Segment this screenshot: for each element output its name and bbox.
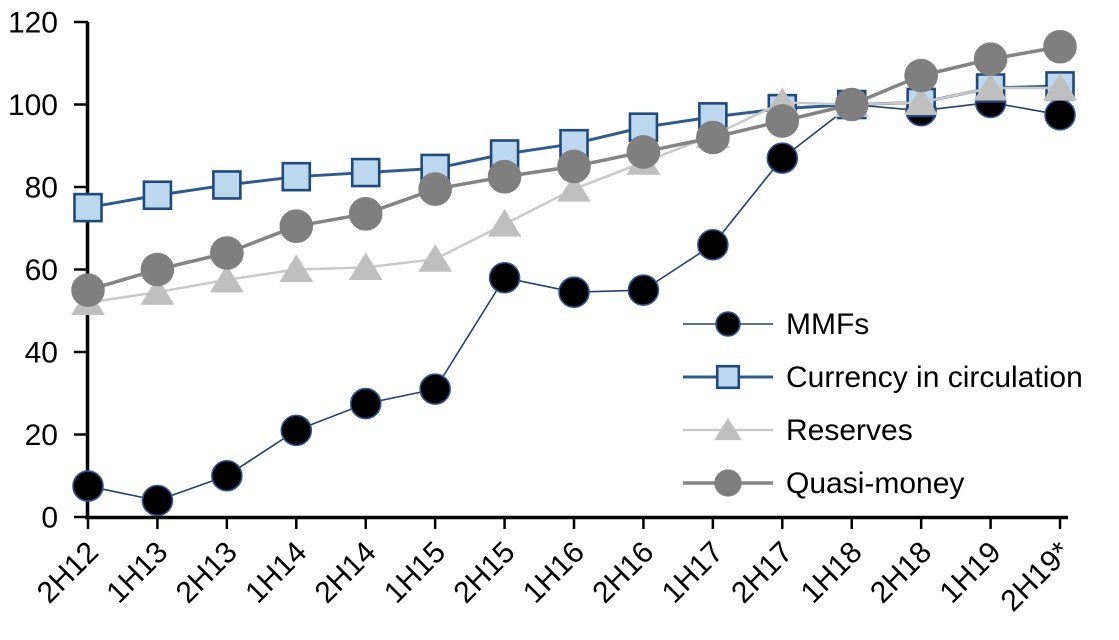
x-axis-tick-label: 2H14	[309, 536, 383, 610]
data-point-marker	[348, 197, 383, 231]
legend-label: Currency in circulation	[786, 361, 1083, 394]
data-point-marker	[142, 180, 173, 211]
data-point-marker	[418, 244, 453, 272]
y-axis-tick-label: 100	[8, 89, 58, 122]
data-point-marker	[973, 42, 1008, 76]
data-point-marker	[558, 276, 590, 308]
data-point-marker	[418, 172, 452, 206]
y-axis-tick-label: 20	[25, 419, 58, 452]
data-point-marker	[696, 120, 730, 155]
data-point-marker	[280, 414, 313, 447]
data-point-marker	[281, 161, 312, 192]
legend: MMFs Currency in circulation Reserves Quasi…	[683, 308, 1083, 500]
data-point-marker	[627, 274, 660, 306]
y-axis-tick-label: 40	[25, 337, 58, 370]
data-point-marker	[626, 135, 661, 169]
data-point-marker	[279, 209, 314, 243]
legend-label: Reserves	[786, 414, 913, 447]
data-point-marker	[973, 73, 1008, 101]
y-axis-tick-label: 80	[25, 172, 58, 205]
y-axis-tick-label: 0	[41, 502, 58, 535]
x-axis-tick-label: 1H19	[933, 536, 1007, 610]
data-point-marker	[279, 254, 314, 282]
data-point-marker	[71, 273, 105, 307]
y-axis-tick-label: 60	[25, 254, 58, 287]
x-axis-tick-label: 1H16	[517, 536, 591, 610]
x-axis-tick-label: 1H15	[378, 536, 452, 610]
data-point-marker	[140, 277, 175, 305]
data-point-marker	[141, 484, 174, 517]
x-axis-tick-label: 1H17	[656, 536, 730, 610]
legend-marker	[714, 417, 742, 441]
x-axis-tick-label: 1H18	[795, 536, 869, 610]
data-point-marker	[697, 228, 729, 261]
data-point-marker	[904, 87, 939, 115]
legend-marker	[714, 469, 742, 497]
legend-item-mmfs: MMFs	[683, 308, 869, 341]
data-point-marker	[1043, 73, 1077, 101]
x-axis-tick-label: 1H14	[239, 536, 313, 610]
data-point-marker	[1043, 29, 1077, 64]
data-point-marker	[350, 157, 381, 188]
x-axis: 2H121H132H131H142H141H152H151H162H161H17…	[31, 515, 1078, 618]
data-point-marker	[210, 236, 244, 270]
x-axis-tick-label: 2H13	[170, 536, 244, 610]
data-point-marker	[557, 149, 591, 184]
data-point-marker	[834, 87, 869, 122]
data-point-marker	[487, 209, 522, 237]
legend-item-currency-in-circulation: Currency in circulation	[683, 361, 1083, 394]
data-point-marker	[488, 261, 521, 294]
data-point-marker	[349, 387, 382, 420]
data-point-marker	[73, 192, 103, 223]
series-quasi-money	[71, 29, 1077, 307]
data-point-marker	[487, 159, 522, 194]
y-axis: 0 20 40 60 80 100 120	[8, 7, 90, 535]
data-point-marker	[209, 264, 244, 293]
legend-marker	[715, 311, 741, 337]
legend-item-reserves: Reserves	[683, 414, 913, 447]
y-axis-tick-label: 120	[8, 7, 58, 40]
data-point-marker	[904, 58, 938, 93]
data-point-marker	[1044, 99, 1076, 131]
data-point-marker	[211, 459, 243, 492]
x-axis-tick-label: 2H16	[586, 536, 660, 610]
legend-item-quasi-money: Quasi-money	[683, 467, 964, 500]
x-axis-tick-label: 2H19*	[995, 535, 1078, 618]
data-point-marker	[419, 373, 451, 405]
data-point-marker	[140, 252, 175, 287]
x-axis-tick-label: 2H15	[447, 536, 521, 610]
x-axis-tick-label: 2H17	[725, 536, 799, 610]
x-axis-tick-label: 1H13	[100, 536, 174, 610]
legend-marker	[715, 364, 741, 390]
data-point-marker	[557, 174, 591, 202]
x-axis-tick-label: 2H12	[31, 536, 105, 610]
series-mmfs	[72, 86, 1076, 517]
legend-label: Quasi-money	[786, 467, 964, 500]
data-point-marker	[765, 104, 800, 138]
data-point-marker	[72, 470, 104, 502]
data-point-marker	[766, 142, 799, 174]
data-point-marker	[348, 252, 383, 280]
legend-label: MMFs	[786, 308, 869, 341]
x-axis-tick-label: 2H18	[864, 536, 938, 610]
data-point-marker	[212, 170, 242, 200]
